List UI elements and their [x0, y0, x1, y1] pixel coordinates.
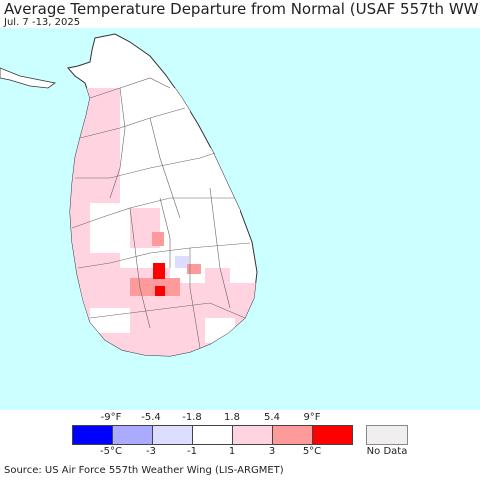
legend-f-label-3: -1.8	[182, 412, 202, 423]
legend-c-label-6: 5°C	[302, 446, 322, 457]
legend-no-data-label: No Data	[366, 446, 408, 457]
legend-c-label-3: -1	[187, 446, 197, 457]
temperature-map	[0, 28, 480, 410]
district-boundaries	[71, 77, 251, 349]
source-credit: Source: US Air Force 557th Weather Wing …	[4, 465, 284, 476]
legend-f-label-5: 5.4	[264, 412, 280, 423]
legend-f-label-4: 1.8	[224, 412, 240, 423]
legend-c-label-2: -3	[146, 446, 156, 457]
legend-swatch-6	[272, 425, 313, 445]
legend-swatch-5	[232, 425, 273, 445]
legend-no-data-swatch	[366, 425, 408, 445]
legend-f-label-6: 9°F	[303, 412, 321, 423]
legend-swatch-1	[72, 425, 113, 445]
legend-c-label-5: 3	[268, 446, 276, 457]
map-title: Average Temperature Departure from Norma…	[4, 0, 480, 18]
legend-swatch-7	[312, 425, 353, 445]
legend-f-label-1: -9°F	[100, 412, 122, 423]
legend-swatch-2	[112, 425, 153, 445]
legend-c-label-4: 1	[228, 446, 236, 457]
legend: -9°F -5.4 -1.8 1.8 5.4 9°F -5°C -3 -1 1 …	[0, 410, 480, 462]
mainland-tip	[0, 67, 56, 89]
legend-swatch-4	[192, 425, 233, 445]
legend-f-label-2: -5.4	[141, 412, 161, 423]
date-range: Jul. 7 -13, 2025	[4, 17, 81, 28]
legend-swatch-3	[152, 425, 193, 445]
legend-c-label-1: -5°C	[100, 446, 122, 457]
